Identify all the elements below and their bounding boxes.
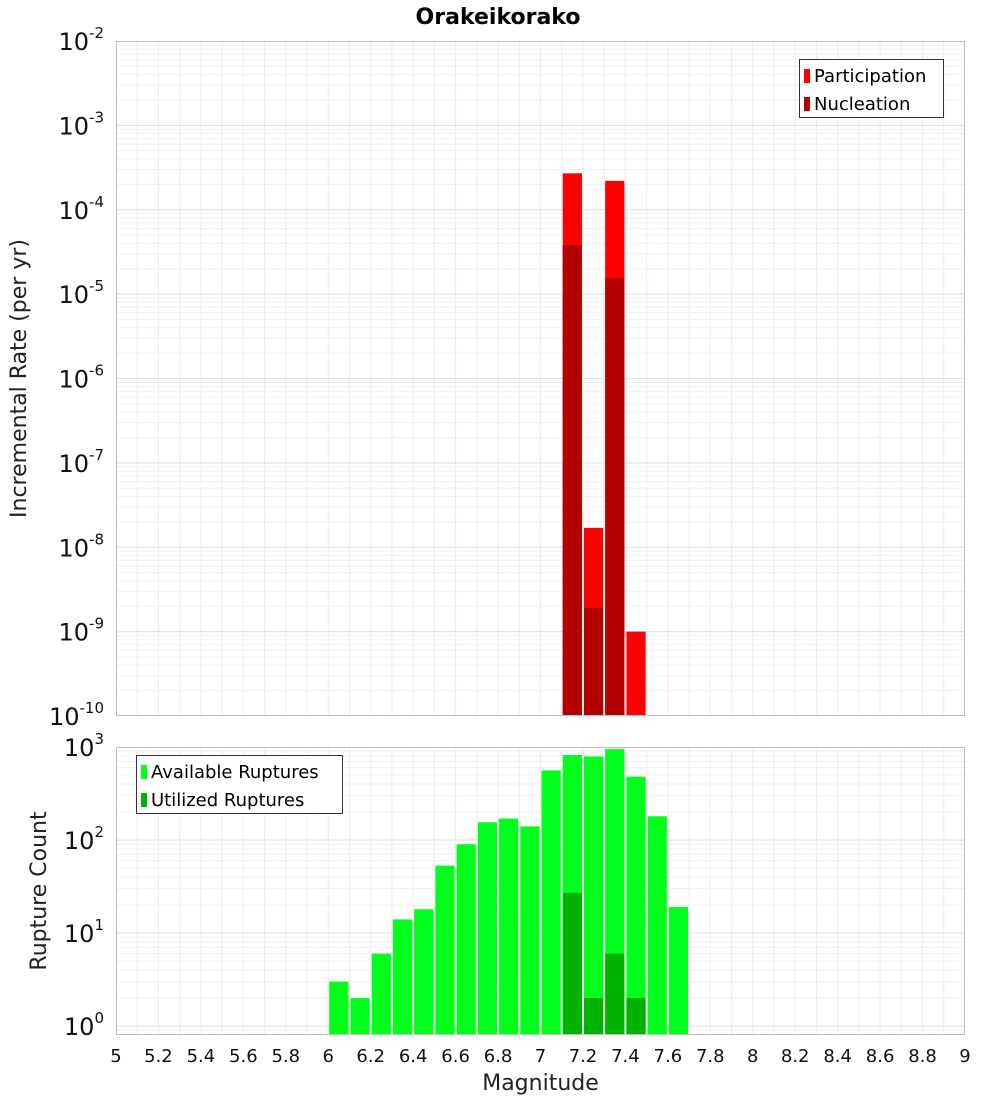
rupture-bar-available-ruptures [392, 919, 413, 1035]
rupture-bar-available-ruptures [456, 844, 476, 1035]
x-tick-label: 7.2 [569, 1046, 598, 1067]
rate-legend-box [799, 59, 944, 118]
rate-y-tick-label: 10-8 [58, 530, 104, 562]
rupture-y-ticks: 100 101 102 103 [64, 730, 104, 1041]
rupture-legend: Available Ruptures Utilized Ruptures [136, 755, 343, 814]
x-tick-label: 7.6 [654, 1046, 683, 1067]
x-tick-label: 8.8 [908, 1046, 937, 1067]
rupture-bar-available-ruptures [520, 826, 540, 1035]
rupture-bar-available-ruptures [583, 756, 604, 1035]
x-tick-label: 6.8 [484, 1046, 513, 1067]
rupture-legend-swatch [141, 793, 147, 807]
rate-y-tick-label: 10-10 [49, 699, 104, 731]
rate-bar-nucleation [562, 245, 582, 717]
x-tick-label: 5.4 [187, 1046, 216, 1067]
rate-y-tick-label: 10-2 [58, 24, 104, 56]
x-tick-label: 6.2 [356, 1046, 385, 1067]
x-tick-label: 5.6 [229, 1046, 258, 1067]
magnitude-x-ticks: 5 5.2 5.4 5.6 5.8 6 6.2 6.4 6.6 6.8 7 7.2 7.4 7.6 7.8 8… [110, 1046, 970, 1067]
rate-y-tick-label: 10-5 [58, 277, 104, 309]
rupture-bar-available-ruptures [626, 776, 646, 1035]
rate-y-ticks: 10-10 10-9 10-8 10-7 10-6 10-5 10-4 10-3 10-2 [49, 24, 104, 731]
rate-legend-swatch [804, 69, 810, 83]
rupture-bar-utilized-ruptures [626, 997, 646, 1035]
rupture-bar-utilized-ruptures [562, 892, 582, 1035]
rupture-panel: 100 101 102 103 5 5.2 5.4 5.6 5.8 6 6.2 6.4 6.6 6.8 7… [27, 730, 971, 1096]
magnitude-x-axis-label: Magnitude [482, 1071, 599, 1096]
x-tick-label: 8.4 [823, 1046, 852, 1067]
x-tick-label: 7 [535, 1046, 546, 1067]
x-tick-label: 9 [959, 1046, 970, 1067]
x-tick-label: 6.4 [399, 1046, 428, 1067]
rupture-y-tick-label: 103 [64, 730, 104, 762]
rupture-plot-frame [116, 747, 965, 1035]
rate-y-axis-label: Incremental Rate (per yr) [7, 239, 32, 518]
x-tick-label: 5 [110, 1046, 121, 1067]
rate-bar-nucleation [583, 608, 604, 716]
rate-y-tick-label: 10-4 [58, 193, 104, 225]
x-tick-label: 8 [747, 1046, 758, 1067]
rate-plot-frame [116, 41, 965, 716]
rupture-y-axis-label: Rupture Count [27, 811, 52, 971]
rate-y-tick-label: 10-7 [58, 446, 104, 478]
rupture-bar-available-ruptures [329, 981, 349, 1035]
rate-legend-label: Nucleation [814, 94, 910, 115]
rate-bar-nucleation [605, 278, 625, 716]
rupture-legend-box [136, 755, 343, 814]
rupture-bars [329, 749, 689, 1035]
rupture-bar-utilized-ruptures [605, 953, 625, 1035]
rupture-bar-utilized-ruptures [583, 997, 604, 1035]
rate-legend: Participation Nucleation [799, 59, 944, 118]
x-tick-label: 7.8 [696, 1046, 725, 1067]
rupture-bar-available-ruptures [541, 770, 561, 1035]
rupture-y-tick-label: 102 [64, 823, 104, 855]
rate-panel: 10-10 10-9 10-8 10-7 10-6 10-5 10-4 10-3 10-2 In… [7, 24, 965, 731]
rupture-bar-available-ruptures [647, 816, 667, 1035]
rate-grid [116, 41, 965, 716]
rupture-bar-available-ruptures [477, 822, 498, 1035]
x-tick-label: 8.2 [781, 1046, 810, 1067]
rupture-bar-available-ruptures [435, 865, 455, 1035]
rupture-bar-available-ruptures [350, 997, 370, 1035]
x-tick-label: 5.2 [144, 1046, 173, 1067]
rupture-legend-label: Available Ruptures [151, 762, 319, 783]
rate-y-tick-label: 10-3 [58, 108, 104, 140]
rupture-y-tick-label: 100 [64, 1009, 104, 1041]
rate-bar-participation [626, 631, 646, 716]
rupture-legend-label: Utilized Ruptures [151, 790, 304, 811]
rate-bars [562, 173, 646, 717]
x-tick-label: 6 [323, 1046, 334, 1067]
x-tick-label: 6.6 [441, 1046, 470, 1067]
rupture-y-tick-label: 101 [64, 916, 104, 948]
rupture-bar-available-ruptures [371, 953, 391, 1035]
x-tick-label: 8.6 [866, 1046, 895, 1067]
rupture-bar-available-ruptures [499, 818, 519, 1035]
rate-legend-swatch [804, 97, 810, 111]
rupture-bar-available-ruptures [668, 907, 689, 1035]
rate-y-tick-label: 10-9 [58, 615, 104, 647]
rate-y-tick-label: 10-6 [58, 362, 104, 394]
rate-legend-label: Participation [814, 66, 926, 87]
x-tick-label: 7.4 [611, 1046, 640, 1067]
chart-title: Orakeikorako [416, 5, 581, 30]
rupture-legend-swatch [141, 765, 147, 779]
x-tick-label: 5.8 [271, 1046, 300, 1067]
rupture-bar-available-ruptures [414, 909, 434, 1035]
